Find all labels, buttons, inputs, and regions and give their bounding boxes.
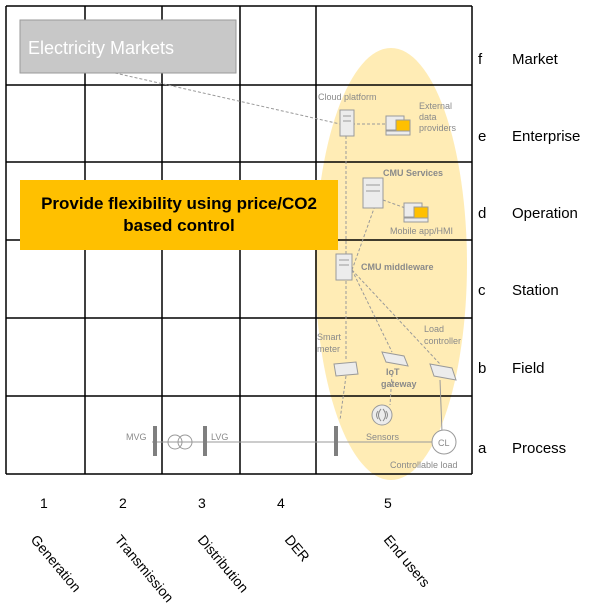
zone-letter-d: d [478, 205, 486, 222]
smart-meter-label-line2: meter [317, 344, 340, 354]
domain-name-generation: Generation [28, 532, 85, 595]
middleware-to-controller-line [351, 269, 441, 365]
zone-name-field: Field [512, 360, 545, 377]
cmu-services-server-icon [362, 177, 384, 209]
iot-gateway-icon [381, 351, 409, 367]
domain-number-1: 1 [40, 495, 48, 511]
domain-number-5: 5 [384, 495, 392, 511]
transformer-icon [167, 434, 193, 450]
mobile-app-label: Mobile app/HMI [390, 226, 453, 236]
cloud-platform-server-icon [339, 109, 355, 137]
domain-name-end-users: End users [381, 532, 434, 591]
lvg-busbar [203, 426, 207, 456]
middleware-to-gateway-line [351, 269, 393, 353]
sensor-wireless-icon [371, 404, 393, 426]
electricity-markets-box: Electricity Markets [19, 19, 237, 74]
cl-symbol-label: CL [438, 438, 450, 448]
electricity-markets-label: Electricity Markets [28, 38, 174, 58]
zone-labels: f Market e Enterprise d Operation c Stat… [478, 51, 580, 457]
iot-gateway-label-line1: IoT [386, 367, 400, 377]
zone-name-operation: Operation [512, 205, 578, 222]
smart-meter-label-line1: Smart [317, 332, 342, 342]
load-controller-label-line2: controller [424, 336, 461, 346]
zone-name-market: Market [512, 51, 559, 68]
end-user-busbar [334, 426, 338, 456]
mvg-label: MVG [126, 432, 147, 442]
meter-to-grid-line [339, 375, 347, 421]
headline-text: Provide flexibility using price/CO2 base… [41, 194, 317, 235]
external-providers-label-line1: External [419, 101, 452, 111]
sensors-label: Sensors [366, 432, 400, 442]
domain-name-der: DER [282, 532, 313, 565]
controller-to-load-line [439, 379, 443, 433]
gateway-to-sensors-line [389, 373, 393, 406]
domain-number-4: 4 [277, 495, 285, 511]
smart-meter-icon [333, 361, 359, 377]
middleware-to-services-line [351, 199, 378, 271]
mobile-app-computer-icon [403, 202, 429, 223]
cmu-services-label: CMU Services [383, 168, 443, 178]
cmu-middleware-server-icon [335, 253, 353, 281]
zone-letter-e: e [478, 128, 486, 145]
domain-number-3: 3 [198, 495, 206, 511]
domain-names: Generation Transmission Distribution DER… [28, 532, 434, 606]
cloud-platform-label: Cloud platform [318, 92, 377, 102]
zone-letter-a: a [478, 440, 487, 457]
load-controller-label-line1: Load [424, 324, 444, 334]
external-providers-label-line3: providers [419, 123, 457, 133]
zone-name-station: Station [512, 282, 559, 299]
domain-name-transmission: Transmission [112, 532, 177, 606]
external-provider-computer-icon [385, 115, 411, 136]
load-controller-icon [429, 363, 457, 381]
zone-letter-b: b [478, 360, 486, 377]
domain-number-2: 2 [119, 495, 127, 511]
mvg-busbar [153, 426, 157, 456]
headline-callout: Provide flexibility using price/CO2 base… [20, 180, 338, 250]
zone-name-process: Process [512, 440, 566, 457]
controllable-load-label: Controllable load [390, 460, 458, 470]
lvg-label: LVG [211, 432, 228, 442]
iot-gateway-label-line2: gateway [381, 379, 417, 389]
cmu-middleware-label: CMU middleware [361, 262, 434, 272]
external-providers-label-line2: data [419, 112, 437, 122]
zone-letter-c: c [478, 282, 486, 299]
zone-letter-f: f [478, 51, 483, 68]
connection-lines [114, 72, 443, 433]
domain-name-distribution: Distribution [195, 532, 252, 596]
zone-name-enterprise: Enterprise [512, 128, 580, 145]
controllable-load-icon: CL [431, 429, 457, 455]
market-to-cloud-line [114, 72, 341, 125]
domain-numbers: 1 2 3 4 5 [40, 495, 392, 511]
